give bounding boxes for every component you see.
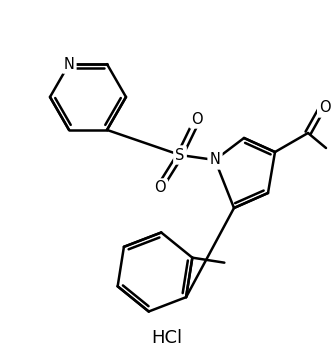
Text: HCl: HCl: [151, 329, 183, 347]
Text: O: O: [191, 111, 203, 126]
Text: N: N: [210, 152, 220, 168]
Text: O: O: [154, 181, 166, 195]
Text: S: S: [175, 147, 185, 163]
Text: N: N: [64, 56, 74, 72]
Text: O: O: [319, 101, 331, 115]
